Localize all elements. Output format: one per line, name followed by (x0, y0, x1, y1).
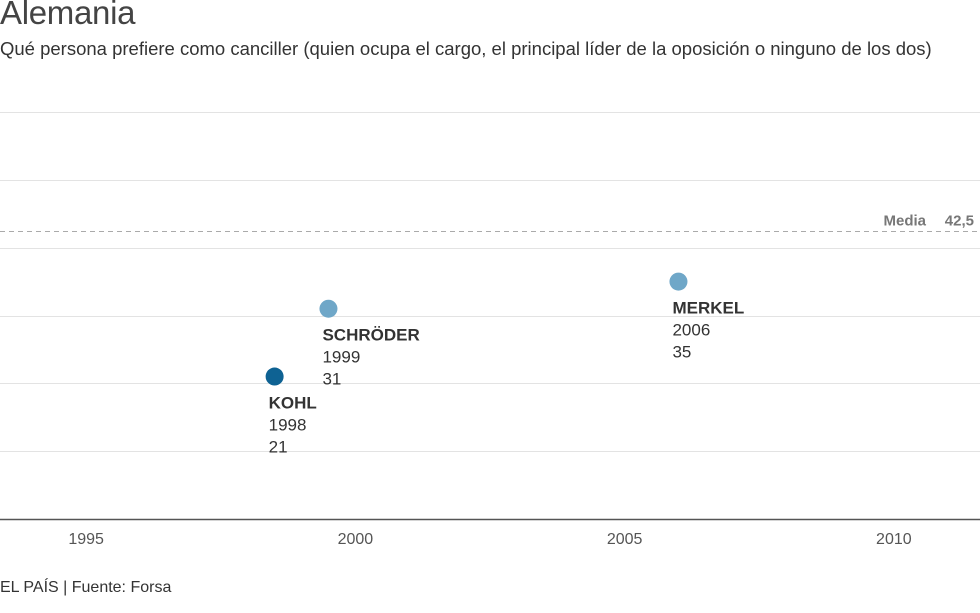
point-year-label: 1999 (322, 348, 360, 367)
x-tick-label: 2000 (338, 531, 374, 548)
chart-title: Alemania (0, 0, 136, 31)
x-tick-label: 1995 (68, 531, 104, 548)
grid-lines (0, 112, 980, 452)
x-axis: 1995 2000 2005 2010 (0, 518, 980, 548)
x-tick-label: 2010 (876, 531, 912, 548)
point-value-label: 31 (322, 370, 341, 389)
data-point (265, 367, 284, 386)
point-name-label: KOHL (269, 394, 317, 413)
source-credit: EL PAÍS | Fuente: Forsa (0, 579, 172, 596)
reference-line-value: 42,5 (945, 213, 974, 230)
reference-line-group: Media 42,5 (0, 213, 980, 232)
point-year-label: 2006 (672, 321, 710, 340)
data-point (669, 272, 688, 291)
chart-subtitle: Qué persona prefiere como canciller (qui… (0, 38, 932, 59)
point-value-label: 21 (269, 438, 288, 457)
point-name-label: SCHRÖDER (322, 326, 419, 345)
point-year-label: 1998 (269, 416, 307, 435)
point-value-label: 35 (672, 343, 691, 362)
data-points: KOHL 1998 21 SCHRÖDER 1999 31 MERKEL 2006 35 (265, 272, 744, 457)
point-name-label: MERKEL (672, 299, 744, 318)
reference-line-label: Media (883, 213, 926, 230)
x-tick-label: 2005 (607, 531, 643, 548)
data-point (319, 299, 338, 318)
